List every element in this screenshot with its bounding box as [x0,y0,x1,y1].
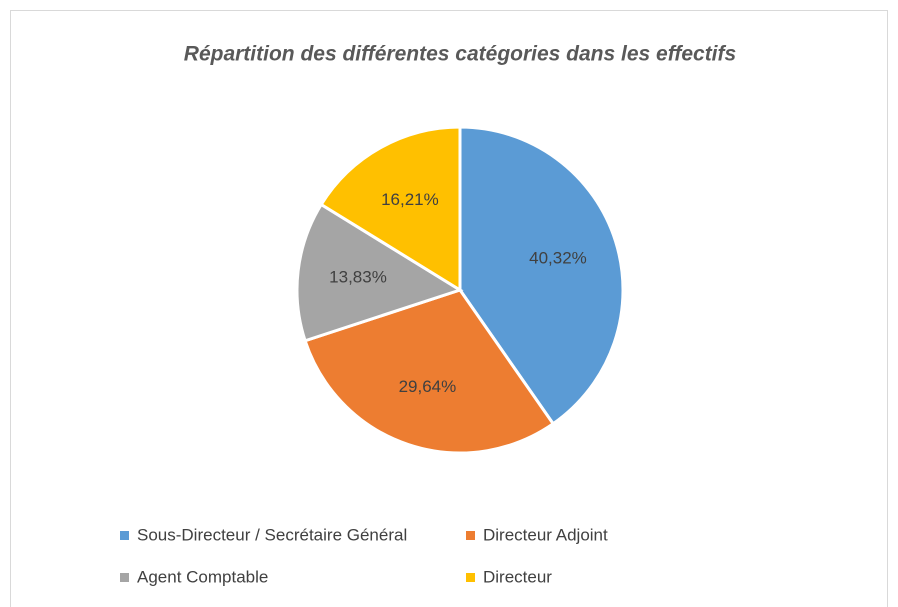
legend-label: Directeur Adjoint [483,525,608,544]
legend-label: Directeur [483,567,552,586]
legend-label: Sous-Directeur / Secrétaire Général [137,525,407,544]
data-label: 29,64% [399,377,457,396]
legend-swatch [466,531,475,540]
legend-swatch [466,573,475,582]
pie-slice [319,125,462,293]
data-label: 13,83% [329,267,387,286]
data-label: 40,32% [529,249,587,268]
pie-slice [295,202,464,343]
pie-slice [458,125,625,426]
legend-swatch [120,531,129,540]
legend-label: Agent Comptable [137,567,268,586]
chart-title: Répartition des différentes catégories d… [184,43,736,66]
data-label: 16,21% [381,190,439,209]
legend-swatch [120,573,129,582]
pie-slice [303,288,556,455]
